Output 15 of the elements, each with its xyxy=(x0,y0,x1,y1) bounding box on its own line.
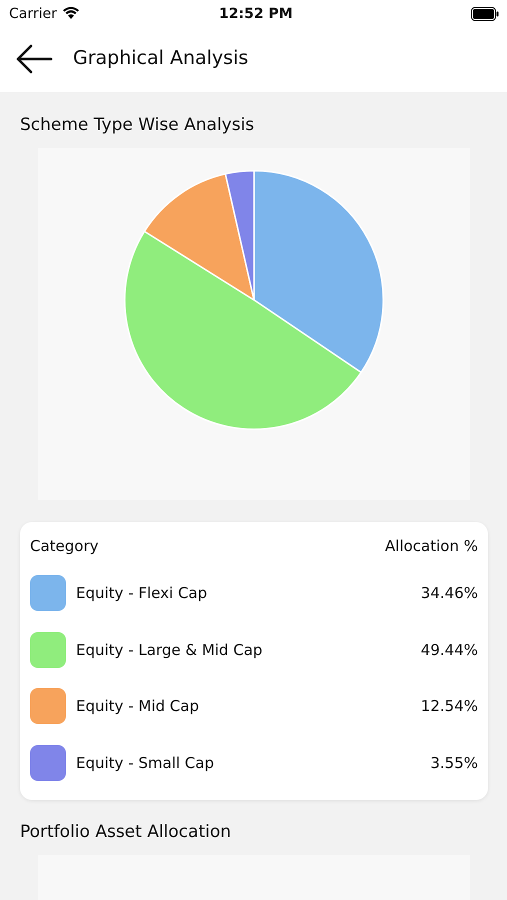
text: Allocation % xyxy=(385,537,478,555)
chart-title: Scheme Type Wise Analysis xyxy=(20,115,254,135)
text: Graphical Analysis xyxy=(73,47,248,69)
legend-label: Equity - Flexi Cap xyxy=(76,584,208,602)
data-label: 49.44% xyxy=(420,640,478,658)
data-label: 34.46% xyxy=(420,584,478,602)
legend-title: Category xyxy=(30,537,99,555)
legend-label: Equity - Mid Cap xyxy=(76,697,199,715)
text: Portfolio Asset Allocation xyxy=(20,822,232,842)
data-label: 3.55% xyxy=(430,754,478,772)
legend-label: Equity - Small Cap xyxy=(76,754,214,772)
text: 12:52 PM xyxy=(219,6,293,22)
legend-label: Equity - Large & Mid Cap xyxy=(76,640,262,658)
data-label: 12.54% xyxy=(420,697,478,715)
text: Carrier xyxy=(9,6,57,22)
